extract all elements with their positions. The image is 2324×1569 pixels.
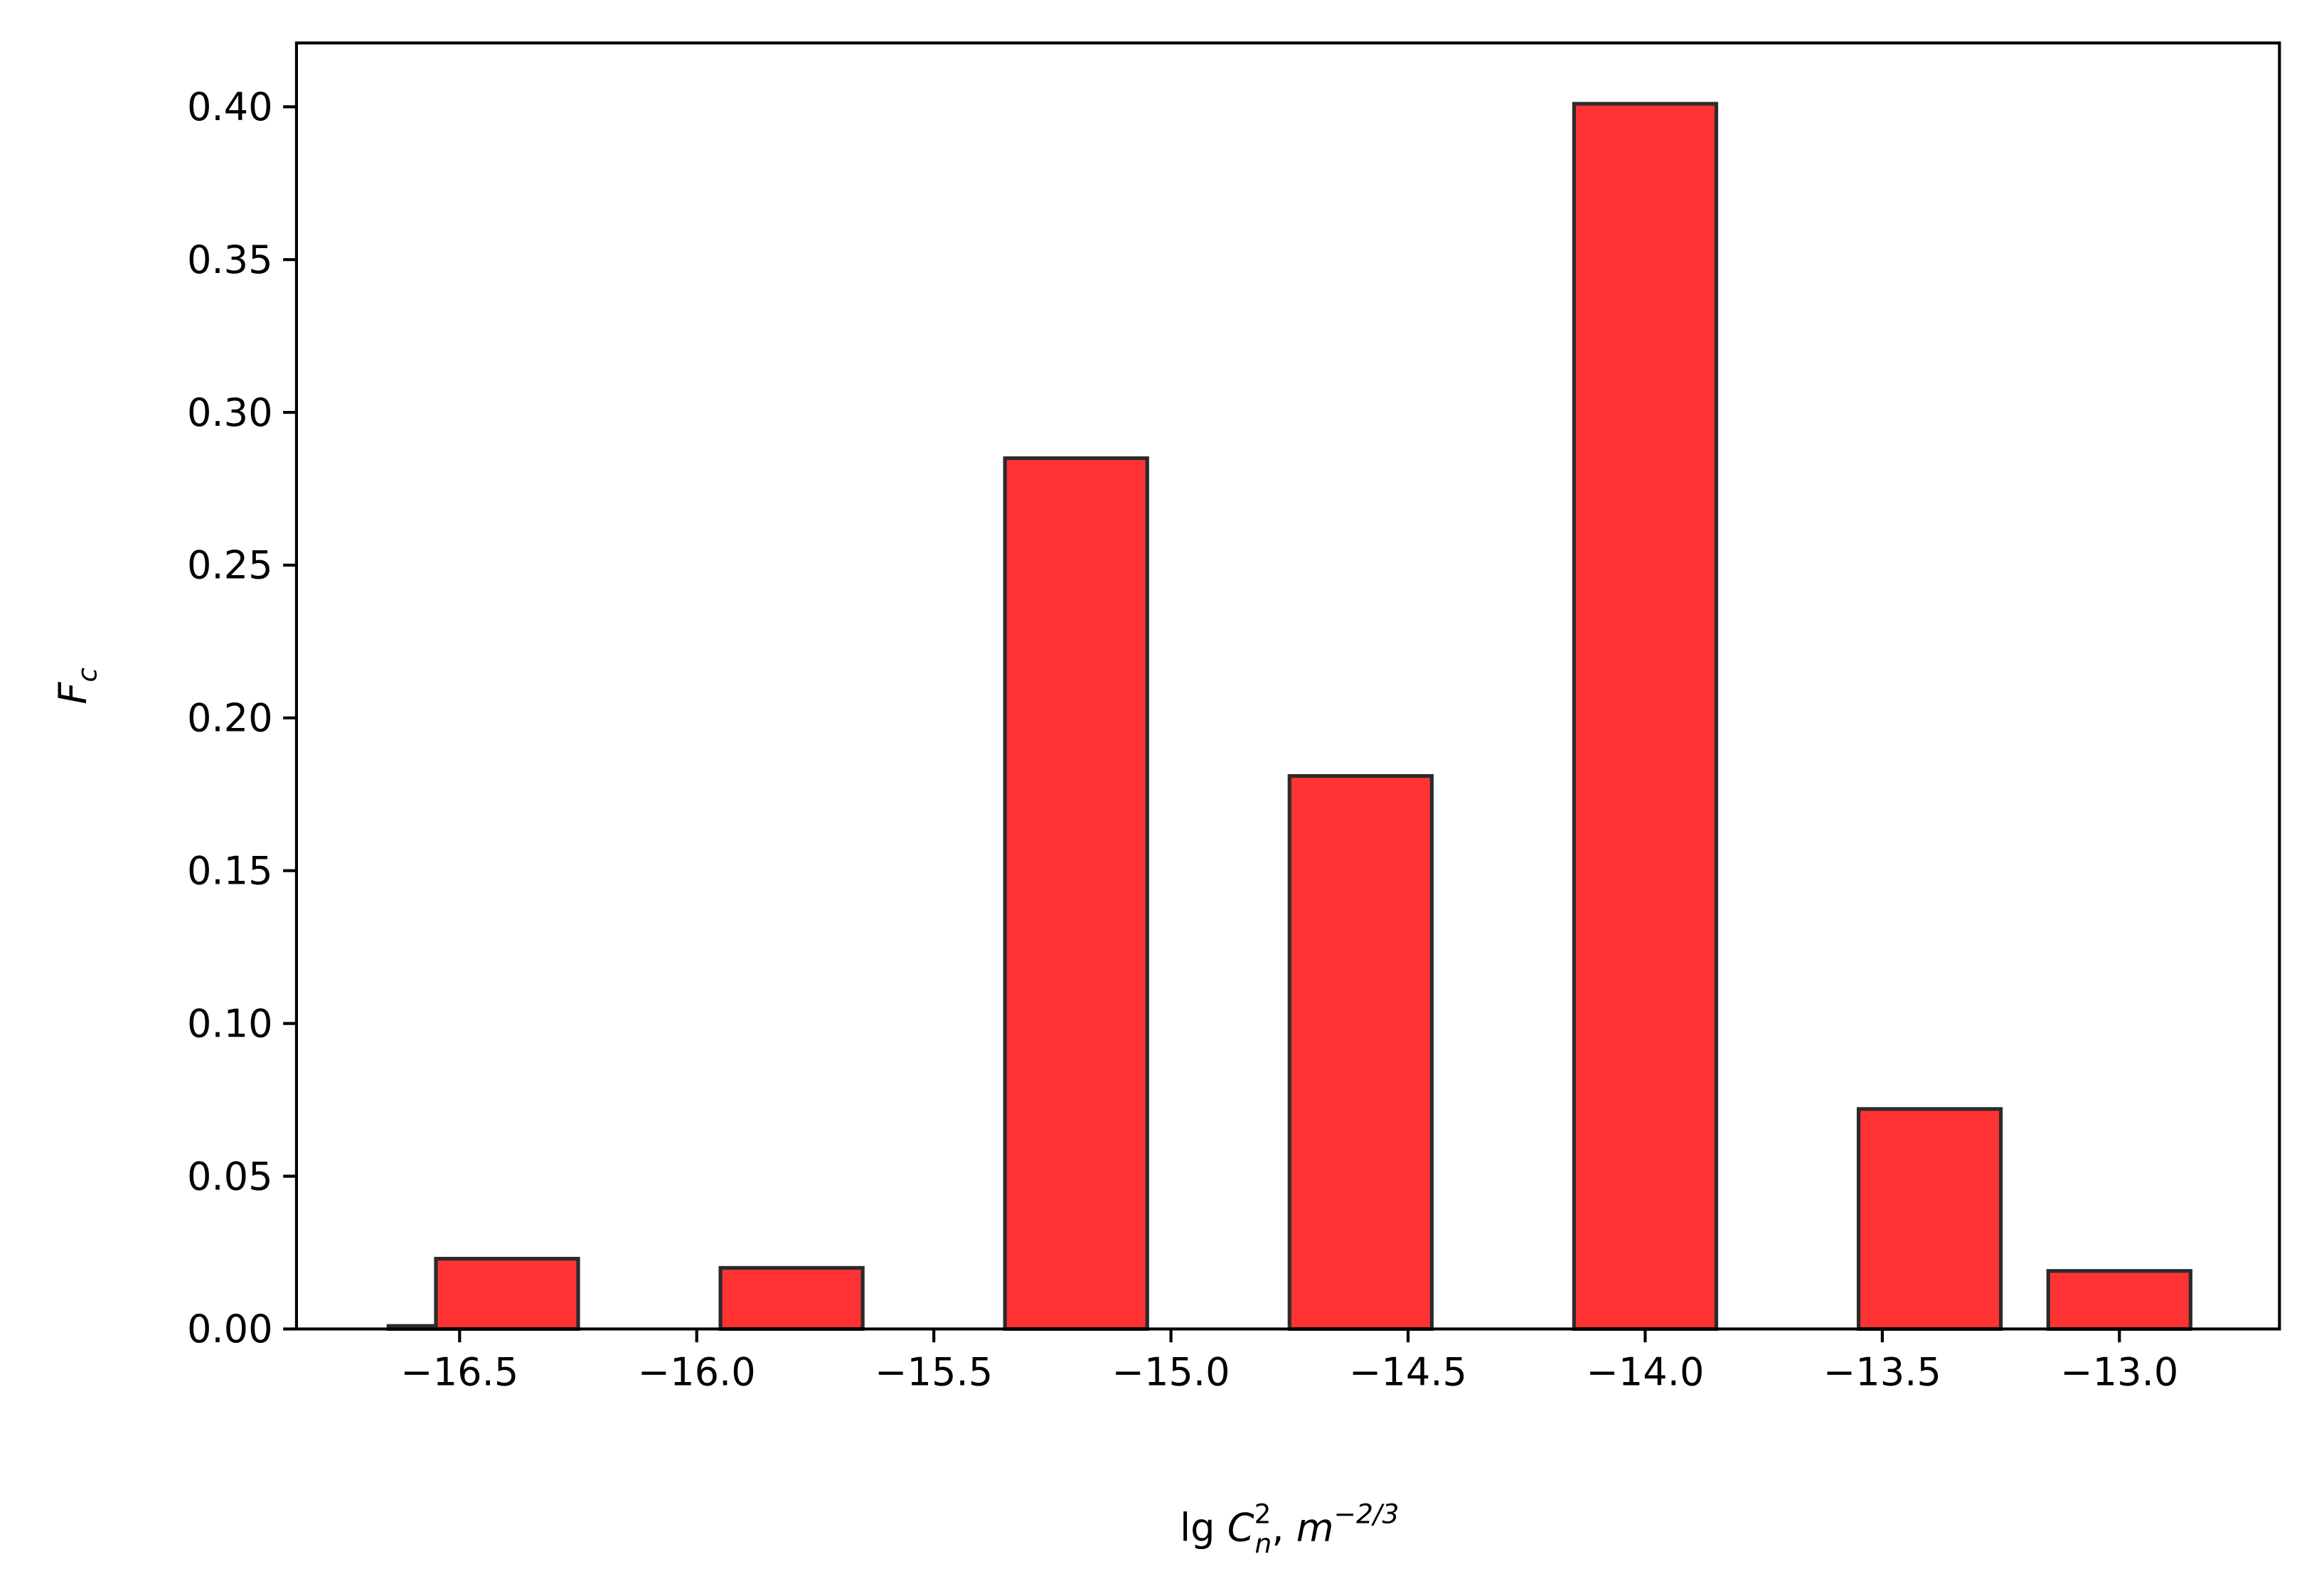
y-axis-label: Fc <box>50 668 103 705</box>
y-tick-label: 0.15 <box>187 848 273 893</box>
x-tick-label: −16.5 <box>400 1350 518 1395</box>
x-axis-label: lg C2 n, m−2/3 <box>1180 1498 1399 1559</box>
x-label-part: −2/3 <box>1334 1498 1400 1529</box>
y-tick-label: 0.00 <box>187 1307 273 1351</box>
x-label-part: , <box>1272 1505 1296 1550</box>
x-label-part: n <box>1255 1528 1272 1559</box>
y-tick-label: 0.20 <box>187 696 273 741</box>
x-tick-label: −14.5 <box>1349 1350 1467 1395</box>
y-tick-label: 0.40 <box>187 85 273 129</box>
x-label-part: C <box>1227 1505 1254 1550</box>
y-tick-label: 0.35 <box>187 237 273 282</box>
y-tick-label: 0.25 <box>187 543 273 588</box>
x-tick-label: −14.0 <box>1586 1350 1704 1395</box>
bar <box>1856 1107 2003 1331</box>
y-tick-label: 0.10 <box>187 1001 273 1046</box>
y-tick-label: 0.05 <box>187 1154 273 1199</box>
bar <box>1287 773 1434 1331</box>
x-label-part: 2 <box>1254 1498 1272 1529</box>
y-tick-label: 0.30 <box>187 390 273 435</box>
x-tick-label: −13.0 <box>2060 1350 2178 1395</box>
bar <box>1003 456 1149 1331</box>
bar <box>2046 1269 2192 1331</box>
x-label-part: m <box>1296 1505 1334 1550</box>
y-label-part: c <box>72 668 103 682</box>
bar <box>718 1265 865 1331</box>
bar <box>434 1256 580 1331</box>
plot-frame <box>294 41 2281 1331</box>
y-label-part: F <box>50 682 95 705</box>
bar <box>1572 102 1719 1331</box>
x-tick-label: −15.0 <box>1112 1350 1230 1395</box>
x-label-part: lg <box>1180 1505 1227 1550</box>
x-tick-label: −16.0 <box>638 1350 756 1395</box>
x-tick-label: −13.5 <box>1823 1350 1941 1395</box>
x-tick-label: −15.5 <box>875 1350 993 1395</box>
